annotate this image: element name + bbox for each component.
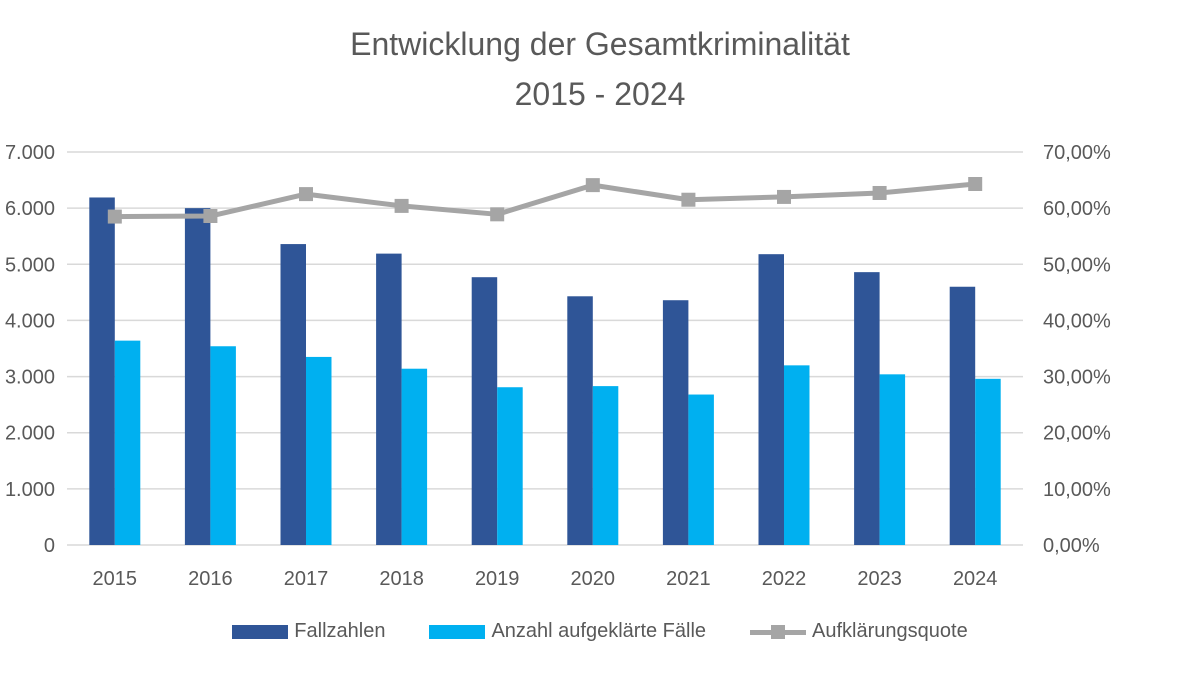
bar-aufgeklaerte: [497, 387, 523, 545]
x-tick-label: 2023: [857, 568, 902, 590]
bar-fallzahlen: [184, 208, 211, 545]
legend-swatch: [429, 624, 486, 639]
x-tick-label: 2024: [953, 568, 998, 590]
x-tick-label: 2017: [284, 568, 329, 590]
y-tick-label: 7.000: [5, 142, 55, 164]
bar-aufgeklaerte: [784, 365, 810, 545]
bar-fallzahlen: [89, 197, 115, 545]
line-aufklaerungsquote: [114, 181, 976, 220]
x-tick-label: 2020: [571, 568, 616, 590]
marker-aufklaerungsquote: [299, 187, 313, 202]
bar-aufgeklaerte: [401, 368, 428, 545]
y-tick-label: 2.000: [5, 423, 55, 445]
legend-item-aufgeklaerte: Anzahl aufgeklärte Fälle: [429, 620, 706, 643]
y2-tick-label: 40,00%: [1043, 310, 1111, 332]
y2-tick-label: 0,00%: [1043, 535, 1100, 557]
x-tick-label: 2022: [762, 568, 807, 590]
bar-aufgeklaerte: [975, 378, 1001, 545]
marker-aufklaerungsquote: [777, 189, 791, 204]
bar-fallzahlen: [567, 296, 593, 545]
marker-aufklaerungsquote: [490, 207, 505, 222]
bar-aufgeklaerte: [592, 386, 619, 545]
bar-fallzahlen: [376, 253, 402, 545]
marker-aufklaerungsquote: [681, 192, 696, 207]
marker-aufklaerungsquote: [585, 178, 600, 193]
x-tick-label: 2015: [93, 568, 138, 590]
bar-fallzahlen: [280, 244, 306, 545]
y2-tick-label: 50,00%: [1043, 254, 1111, 276]
bar-aufgeklaerte: [688, 394, 714, 545]
legend-label: Fallzahlen: [294, 620, 386, 642]
bar-fallzahlen: [471, 277, 498, 545]
bar-aufgeklaerte: [114, 340, 141, 545]
legend-label: Anzahl aufgeklärte Fälle: [491, 620, 707, 642]
y2-tick-label: 30,00%: [1043, 367, 1111, 389]
marker-aufklaerungsquote: [968, 177, 983, 192]
y-tick-label: 1.000: [5, 479, 55, 501]
chart-title: Entwicklung der Gesamtkriminalität: [350, 26, 850, 62]
x-tick-label: 2019: [475, 568, 520, 590]
y-tick-label: 4.000: [5, 310, 55, 332]
y-tick-label: 0: [44, 535, 55, 557]
x-tick-label: 2018: [379, 568, 424, 590]
bar-aufgeklaerte: [879, 374, 906, 545]
legend-label: Aufklärungsquote: [812, 620, 968, 642]
bar-fallzahlen: [662, 300, 689, 545]
bar-aufgeklaerte: [306, 356, 332, 545]
bar-fallzahlen: [949, 286, 976, 545]
bar-aufgeklaerte: [210, 346, 236, 545]
x-tick-label: 2021: [666, 568, 711, 590]
marker-aufklaerungsquote: [203, 209, 218, 224]
legend: Fallzahlen Anzahl aufgeklärte Fälle Aufk…: [0, 620, 1200, 643]
bar-fallzahlen: [854, 272, 880, 545]
chart-subtitle: 2015 - 2024: [514, 76, 686, 112]
y-tick-label: 5.000: [5, 254, 55, 276]
marker-aufklaerungsquote: [394, 198, 409, 213]
legend-item-quote: Aufklärungsquote: [750, 620, 968, 643]
y-tick-label: 3.000: [5, 367, 55, 389]
y2-tick-label: 60,00%: [1043, 198, 1111, 220]
marker-aufklaerungsquote: [872, 185, 887, 200]
y2-tick-label: 20,00%: [1043, 423, 1111, 445]
y-tick-label: 6.000: [5, 198, 55, 220]
y2-tick-label: 10,00%: [1043, 479, 1111, 501]
x-tick-label: 2016: [188, 568, 233, 590]
legend-swatch: [232, 624, 289, 639]
y2-tick-label: 70,00%: [1043, 142, 1111, 164]
bar-fallzahlen: [758, 254, 784, 545]
legend-item-fallzahlen: Fallzahlen: [232, 620, 385, 643]
marker-aufklaerungsquote: [107, 209, 122, 224]
legend-line-marker: [750, 624, 807, 639]
